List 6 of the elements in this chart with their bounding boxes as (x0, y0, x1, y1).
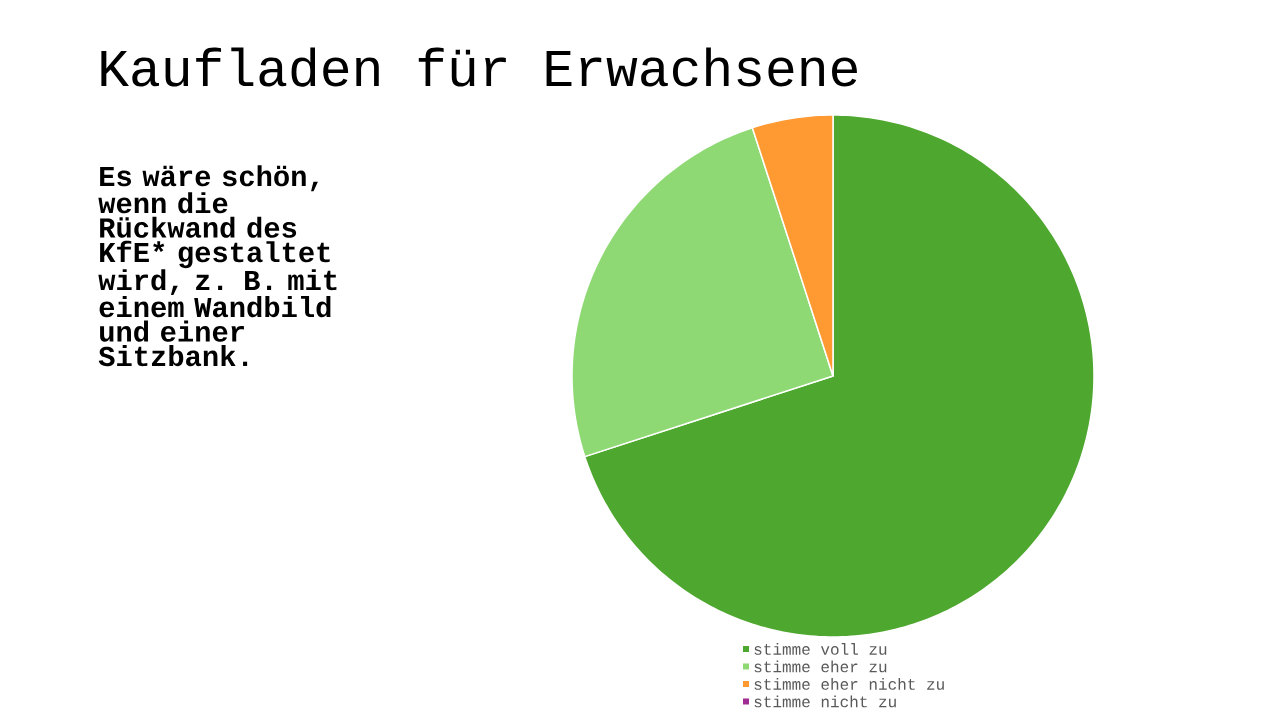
chart-title: Kaufladen für Erwachsene (101, 47, 857, 87)
legend-label: stimme voll zu (754, 643, 887, 655)
legend-label: stimme nicht zu (754, 695, 896, 708)
text: Es wäre schön, wenn die Rückwand des KfE* gestaltet wird, z. B. mit einem Wandbild und einer Sitzbank. (98, 165, 337, 367)
legend-label: stimme eher zu (754, 660, 887, 673)
legend-label: stimme eher nicht zu (754, 678, 944, 690)
